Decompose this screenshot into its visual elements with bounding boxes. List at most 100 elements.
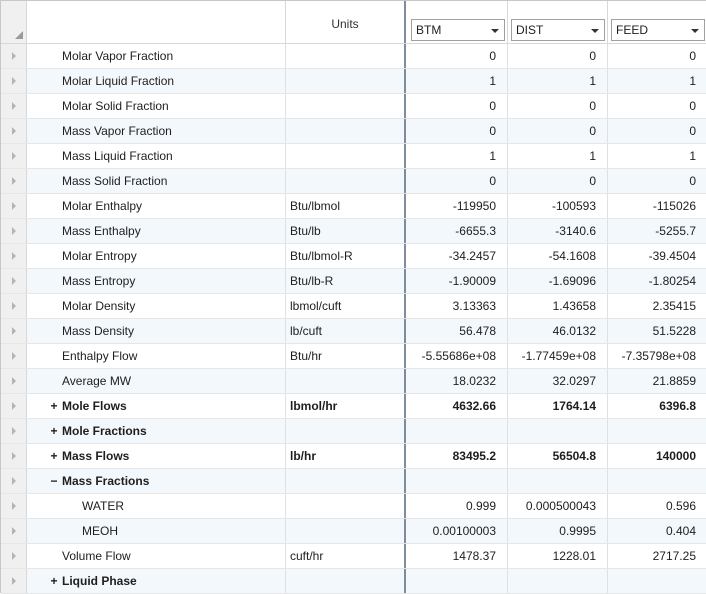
- stream-select-1[interactable]: BTM: [411, 19, 505, 41]
- table-row[interactable]: Molar Vapor Fraction 0 0 0: [1, 44, 706, 69]
- value-cell[interactable]: 4632.66: [408, 394, 508, 418]
- value-cell[interactable]: 18.0232: [408, 369, 508, 393]
- value-cell[interactable]: [408, 419, 508, 443]
- table-row[interactable]: Mass Vapor Fraction 0 0 0: [1, 119, 706, 144]
- value-cell[interactable]: 2.35415: [608, 294, 706, 318]
- row-selector[interactable]: [1, 519, 27, 543]
- row-selector[interactable]: [1, 419, 27, 443]
- value-cell[interactable]: -5255.7: [608, 219, 706, 243]
- value-cell[interactable]: 0.596: [608, 494, 706, 518]
- value-cell[interactable]: [508, 469, 608, 493]
- value-cell[interactable]: -39.4504: [608, 244, 706, 268]
- value-cell[interactable]: [608, 569, 706, 593]
- value-cell[interactable]: 0: [408, 94, 508, 118]
- value-cell[interactable]: 0: [608, 119, 706, 143]
- value-cell[interactable]: 0: [608, 94, 706, 118]
- table-row[interactable]: Molar Entropy Btu/lbmol-R -34.2457 -54.1608…: [1, 244, 706, 269]
- value-cell[interactable]: 0.404: [608, 519, 706, 543]
- table-row[interactable]: + Mole Fractions: [1, 419, 706, 444]
- value-cell[interactable]: [608, 419, 706, 443]
- value-cell[interactable]: 0: [408, 169, 508, 193]
- value-cell[interactable]: 0: [508, 44, 608, 68]
- value-cell[interactable]: 0: [608, 44, 706, 68]
- table-row[interactable]: Mass Density lb/cuft 56.478 46.0132 51.5228: [1, 319, 706, 344]
- expand-icon[interactable]: +: [50, 574, 58, 588]
- value-cell[interactable]: 3.13363: [408, 294, 508, 318]
- value-cell[interactable]: 1: [608, 69, 706, 93]
- row-selector[interactable]: [1, 244, 27, 268]
- table-row[interactable]: MEOH 0.00100003 0.9995 0.404: [1, 519, 706, 544]
- value-cell[interactable]: 0.999: [408, 494, 508, 518]
- value-cell[interactable]: -1.80254: [608, 269, 706, 293]
- value-cell[interactable]: [508, 569, 608, 593]
- table-row[interactable]: Molar Density lbmol/cuft 3.13363 1.43658 2.3…: [1, 294, 706, 319]
- value-cell[interactable]: 56.478: [408, 319, 508, 343]
- row-selector[interactable]: [1, 219, 27, 243]
- stream-select-2[interactable]: DIST: [511, 19, 605, 41]
- value-cell[interactable]: 46.0132: [508, 319, 608, 343]
- select-all-corner[interactable]: [1, 1, 27, 43]
- row-selector[interactable]: [1, 544, 27, 568]
- value-cell[interactable]: 1: [508, 69, 608, 93]
- value-cell[interactable]: [408, 569, 508, 593]
- value-cell[interactable]: [408, 469, 508, 493]
- value-cell[interactable]: 0: [508, 169, 608, 193]
- value-cell[interactable]: 0.00100003: [408, 519, 508, 543]
- table-row[interactable]: WATER 0.999 0.000500043 0.596: [1, 494, 706, 519]
- row-selector[interactable]: [1, 94, 27, 118]
- value-cell[interactable]: 6396.8: [608, 394, 706, 418]
- table-row[interactable]: + Mole Flows lbmol/hr 4632.66 1764.14 6396.8: [1, 394, 706, 419]
- collapse-icon[interactable]: −: [50, 474, 58, 488]
- row-selector[interactable]: [1, 144, 27, 168]
- row-selector[interactable]: [1, 344, 27, 368]
- value-cell[interactable]: -115026: [608, 194, 706, 218]
- row-selector[interactable]: [1, 44, 27, 68]
- value-cell[interactable]: [508, 419, 608, 443]
- row-selector[interactable]: [1, 294, 27, 318]
- row-selector[interactable]: [1, 369, 27, 393]
- value-cell[interactable]: 0: [508, 94, 608, 118]
- value-cell[interactable]: -34.2457: [408, 244, 508, 268]
- value-cell[interactable]: 1764.14: [508, 394, 608, 418]
- expand-icon[interactable]: +: [50, 449, 58, 463]
- value-cell[interactable]: -3140.6: [508, 219, 608, 243]
- expand-icon[interactable]: +: [50, 424, 58, 438]
- value-cell[interactable]: 51.5228: [608, 319, 706, 343]
- table-row[interactable]: Molar Solid Fraction 0 0 0: [1, 94, 706, 119]
- value-cell[interactable]: 0: [608, 169, 706, 193]
- value-cell[interactable]: 1: [608, 144, 706, 168]
- row-selector[interactable]: [1, 69, 27, 93]
- value-cell[interactable]: 0: [408, 119, 508, 143]
- table-row[interactable]: Mass Entropy Btu/lb-R -1.90009 -1.69096 -1.8…: [1, 269, 706, 294]
- value-cell[interactable]: 83495.2: [408, 444, 508, 468]
- row-selector[interactable]: [1, 119, 27, 143]
- table-row[interactable]: Volume Flow cuft/hr 1478.37 1228.01 2717.25: [1, 544, 706, 569]
- value-cell[interactable]: -1.77459e+08: [508, 344, 608, 368]
- table-row[interactable]: − Mass Fractions: [1, 469, 706, 494]
- value-cell[interactable]: 2717.25: [608, 544, 706, 568]
- row-selector[interactable]: [1, 269, 27, 293]
- value-cell[interactable]: 140000: [608, 444, 706, 468]
- stream-select-3[interactable]: FEED: [611, 19, 705, 41]
- value-cell[interactable]: 1: [408, 69, 508, 93]
- value-cell[interactable]: 0.9995: [508, 519, 608, 543]
- value-cell[interactable]: -119950: [408, 194, 508, 218]
- value-cell[interactable]: -100593: [508, 194, 608, 218]
- value-cell[interactable]: -5.55686e+08: [408, 344, 508, 368]
- table-row[interactable]: Mass Enthalpy Btu/lb -6655.3 -3140.6 -5255.7: [1, 219, 706, 244]
- value-cell[interactable]: -7.35798e+08: [608, 344, 706, 368]
- row-selector[interactable]: [1, 569, 27, 593]
- row-selector[interactable]: [1, 194, 27, 218]
- row-selector[interactable]: [1, 319, 27, 343]
- value-cell[interactable]: 1: [508, 144, 608, 168]
- value-cell[interactable]: 56504.8: [508, 444, 608, 468]
- table-row[interactable]: Mass Liquid Fraction 1 1 1: [1, 144, 706, 169]
- expand-icon[interactable]: +: [50, 399, 58, 413]
- row-selector[interactable]: [1, 494, 27, 518]
- table-row[interactable]: + Mass Flows lb/hr 83495.2 56504.8 140000: [1, 444, 706, 469]
- value-cell[interactable]: -1.90009: [408, 269, 508, 293]
- value-cell[interactable]: 32.0297: [508, 369, 608, 393]
- table-row[interactable]: Mass Solid Fraction 0 0 0: [1, 169, 706, 194]
- value-cell[interactable]: -1.69096: [508, 269, 608, 293]
- table-row[interactable]: + Liquid Phase: [1, 569, 706, 594]
